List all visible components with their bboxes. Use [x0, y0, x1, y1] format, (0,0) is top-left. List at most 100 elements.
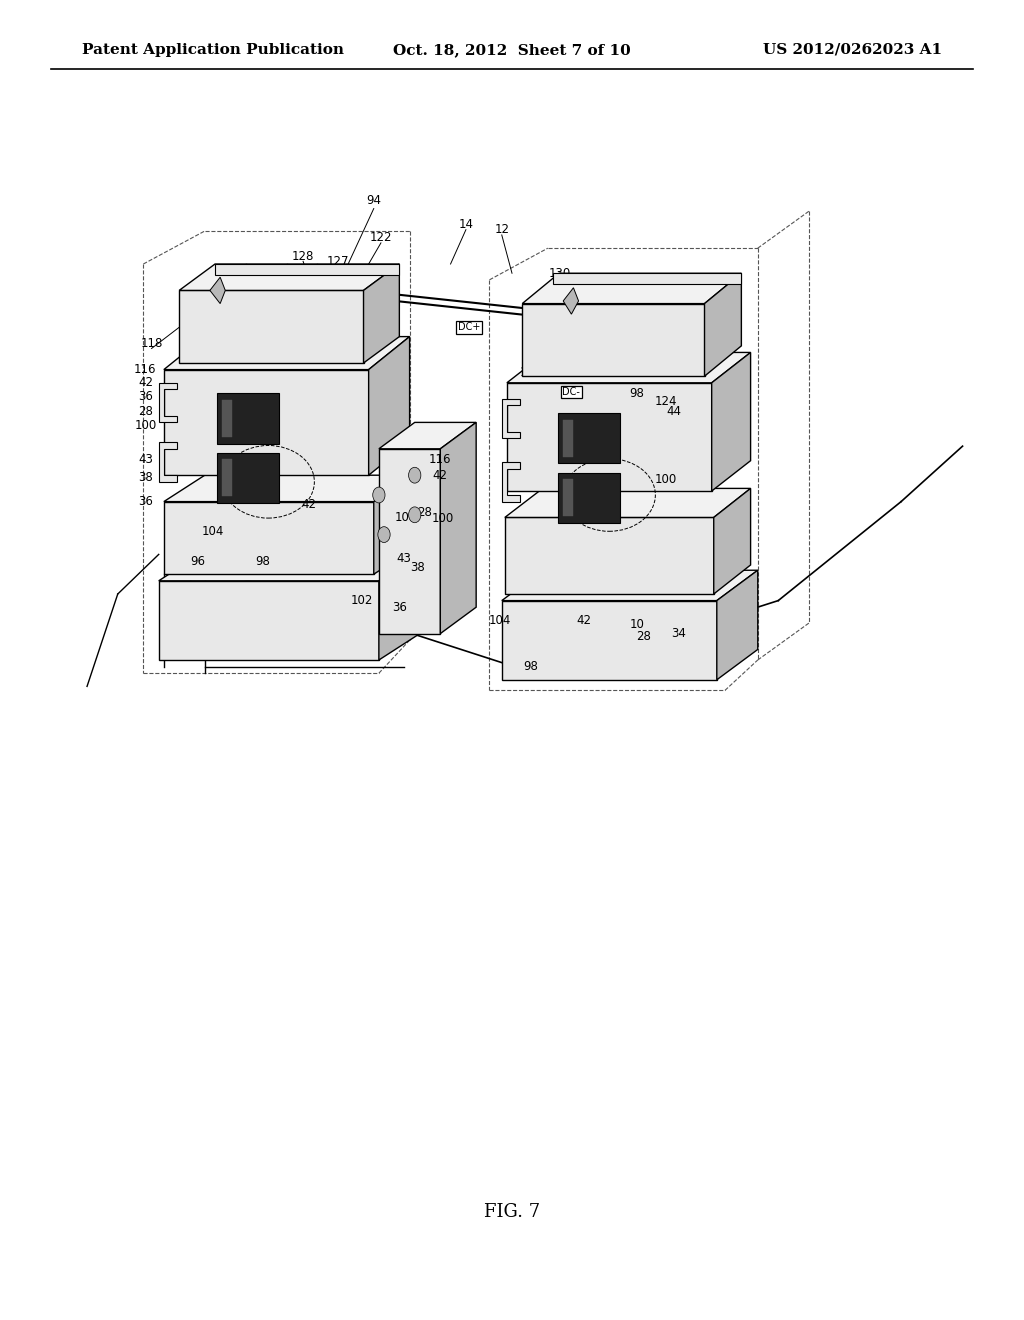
Text: 102: 102	[350, 594, 373, 607]
Circle shape	[409, 507, 421, 523]
Circle shape	[373, 487, 385, 503]
Text: 36: 36	[392, 601, 407, 614]
Polygon shape	[369, 337, 410, 475]
Polygon shape	[505, 517, 714, 594]
Text: 44: 44	[365, 293, 379, 306]
Text: 126: 126	[257, 264, 280, 277]
Text: 132: 132	[654, 337, 677, 350]
Text: 38: 38	[138, 471, 153, 484]
Circle shape	[378, 527, 390, 543]
Polygon shape	[217, 453, 279, 503]
Polygon shape	[164, 370, 369, 475]
Text: 98: 98	[630, 387, 644, 400]
Text: Oct. 18, 2012  Sheet 7 of 10: Oct. 18, 2012 Sheet 7 of 10	[393, 42, 631, 57]
Polygon shape	[164, 337, 410, 370]
Text: 10: 10	[395, 511, 410, 524]
Polygon shape	[507, 383, 712, 491]
Polygon shape	[379, 422, 476, 449]
Text: 43: 43	[396, 552, 411, 565]
Text: 116: 116	[134, 363, 157, 376]
Text: 127: 127	[588, 339, 610, 352]
Text: 122: 122	[370, 231, 392, 244]
Text: 128: 128	[567, 334, 590, 347]
Polygon shape	[222, 400, 232, 437]
Polygon shape	[364, 264, 399, 363]
Text: 14: 14	[681, 334, 695, 347]
Text: 42: 42	[577, 614, 591, 627]
Polygon shape	[522, 304, 705, 376]
Polygon shape	[210, 277, 225, 304]
Polygon shape	[705, 273, 741, 376]
Polygon shape	[502, 462, 520, 502]
Text: 130: 130	[549, 267, 571, 280]
Text: 43: 43	[138, 453, 153, 466]
Polygon shape	[164, 502, 374, 574]
Text: 104: 104	[202, 525, 224, 539]
Polygon shape	[440, 422, 476, 634]
Text: 127: 127	[327, 255, 349, 268]
Polygon shape	[502, 570, 758, 601]
Text: 98: 98	[256, 554, 270, 568]
Text: 12: 12	[495, 223, 509, 236]
Text: 42: 42	[302, 498, 316, 511]
Text: 100: 100	[134, 418, 157, 432]
Polygon shape	[222, 459, 232, 496]
Text: DC+: DC+	[458, 322, 480, 333]
Polygon shape	[217, 393, 279, 444]
Text: 126: 126	[519, 366, 542, 379]
Text: 44: 44	[667, 405, 681, 418]
Text: 42: 42	[433, 469, 447, 482]
Polygon shape	[502, 601, 717, 680]
Polygon shape	[159, 554, 420, 581]
Polygon shape	[159, 383, 177, 422]
Text: FIG. 7: FIG. 7	[484, 1203, 540, 1221]
Text: 120: 120	[281, 264, 303, 277]
Polygon shape	[179, 290, 364, 363]
Polygon shape	[164, 475, 415, 502]
Polygon shape	[558, 473, 620, 523]
Polygon shape	[215, 264, 399, 275]
Polygon shape	[502, 399, 520, 438]
Text: 104: 104	[488, 614, 511, 627]
Text: 124: 124	[654, 395, 677, 408]
Text: 14: 14	[459, 218, 473, 231]
Text: US 2012/0262023 A1: US 2012/0262023 A1	[763, 42, 942, 57]
Text: 120: 120	[540, 333, 562, 346]
Text: 28: 28	[418, 506, 432, 519]
Polygon shape	[179, 264, 399, 290]
Text: 34: 34	[672, 627, 686, 640]
Text: 118: 118	[140, 337, 163, 350]
Text: 100: 100	[431, 512, 454, 525]
Text: 38: 38	[411, 561, 425, 574]
Polygon shape	[159, 442, 177, 482]
Polygon shape	[159, 581, 379, 660]
Polygon shape	[714, 488, 751, 594]
Text: 116: 116	[429, 453, 452, 466]
Text: DC-: DC-	[562, 387, 581, 397]
Text: 94: 94	[367, 194, 381, 207]
Text: Patent Application Publication: Patent Application Publication	[82, 42, 344, 57]
Circle shape	[409, 467, 421, 483]
Polygon shape	[563, 288, 579, 314]
Polygon shape	[712, 352, 751, 491]
Polygon shape	[379, 554, 420, 660]
Text: 10: 10	[630, 618, 644, 631]
Text: 28: 28	[138, 405, 153, 418]
Text: 36: 36	[138, 389, 153, 403]
Text: 100: 100	[654, 473, 677, 486]
Polygon shape	[507, 352, 751, 383]
Text: 98: 98	[523, 660, 538, 673]
Text: 28: 28	[636, 630, 650, 643]
Polygon shape	[522, 273, 741, 304]
Text: 98: 98	[372, 308, 386, 321]
Text: 36: 36	[138, 495, 153, 508]
Polygon shape	[563, 420, 573, 457]
Polygon shape	[505, 488, 751, 517]
Text: 43: 43	[226, 413, 241, 426]
Polygon shape	[553, 273, 741, 284]
Text: 128: 128	[292, 249, 314, 263]
Polygon shape	[563, 479, 573, 516]
Text: 43: 43	[602, 473, 616, 486]
Polygon shape	[379, 449, 440, 634]
Polygon shape	[717, 570, 758, 680]
